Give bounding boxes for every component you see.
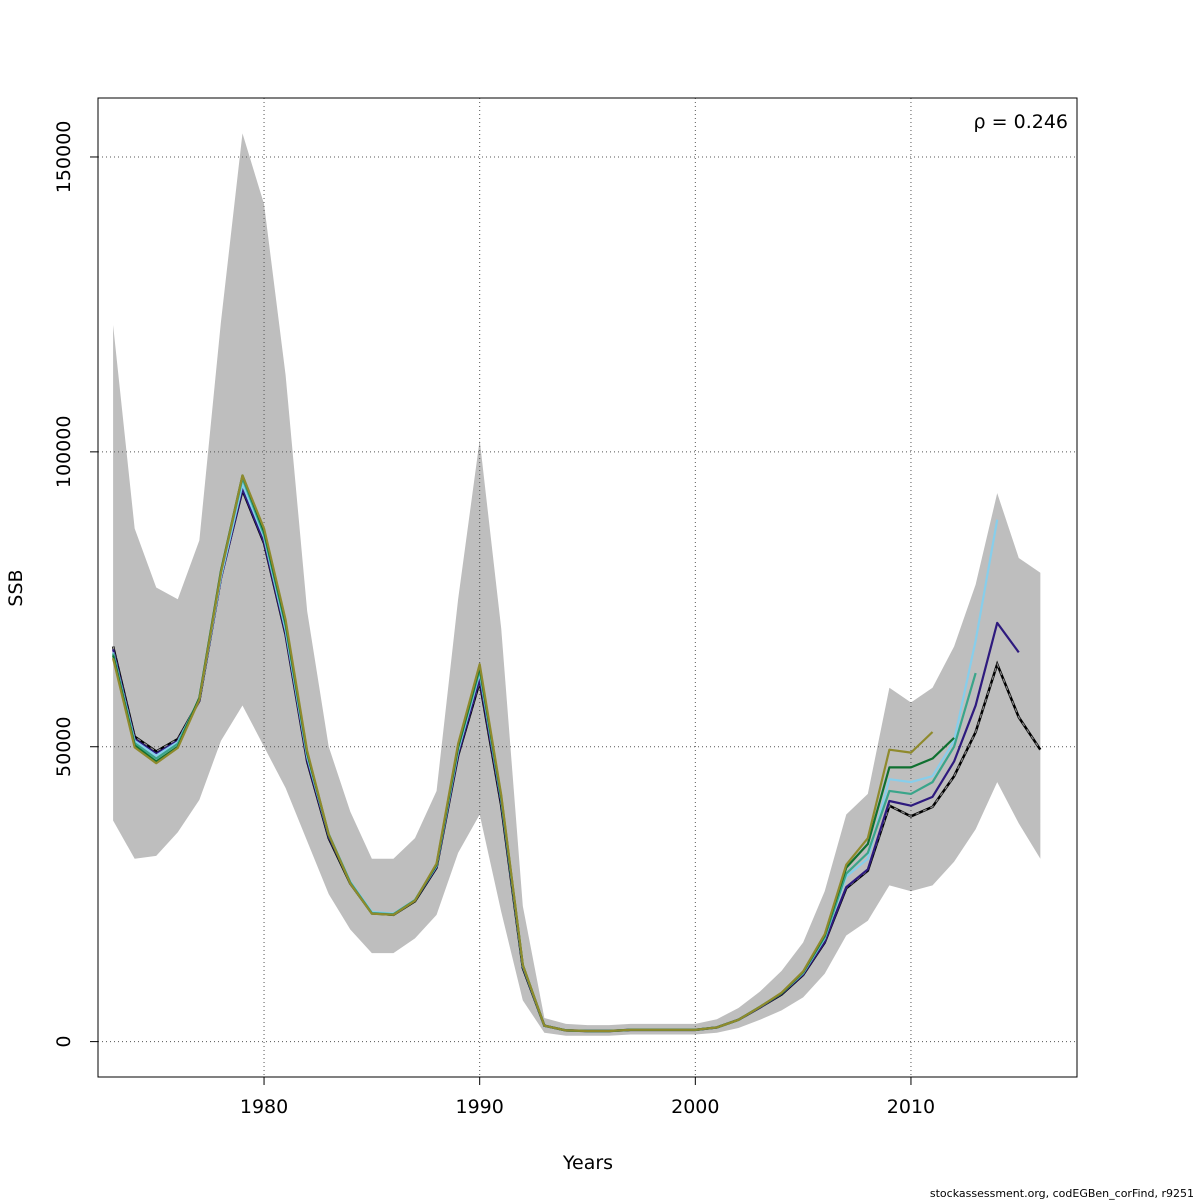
- x-tick-label-2010: 2010: [887, 1096, 935, 1118]
- y-tick-label-150000: 150000: [53, 121, 75, 194]
- y-tick-label-50000: 50000: [53, 717, 75, 777]
- series-layer: [111, 474, 1042, 1033]
- x-tick-label-1990: 1990: [456, 1096, 504, 1118]
- y-axis-title: SSB: [5, 569, 27, 606]
- y-tick-label-0: 0: [53, 1036, 75, 1048]
- footer-credit: stockassessment.org, codEGBen_corFind, r…: [930, 1187, 1194, 1200]
- series-line-5: [112, 474, 934, 1033]
- axis-layer: 1980 1990 2000 2010 0 50000 100000 150000: [53, 121, 935, 1118]
- x-axis-title: Years: [562, 1152, 613, 1174]
- y-tick-label-100000: 100000: [53, 416, 75, 489]
- x-tick-label-2000: 2000: [671, 1096, 719, 1118]
- plot-frame: [97, 97, 1078, 1078]
- x-tick-label-1980: 1980: [240, 1096, 288, 1118]
- confidence-band: [113, 133, 1041, 1036]
- rho-annotation: ρ = 0.246: [974, 111, 1068, 133]
- confidence-band-layer: [113, 133, 1041, 1036]
